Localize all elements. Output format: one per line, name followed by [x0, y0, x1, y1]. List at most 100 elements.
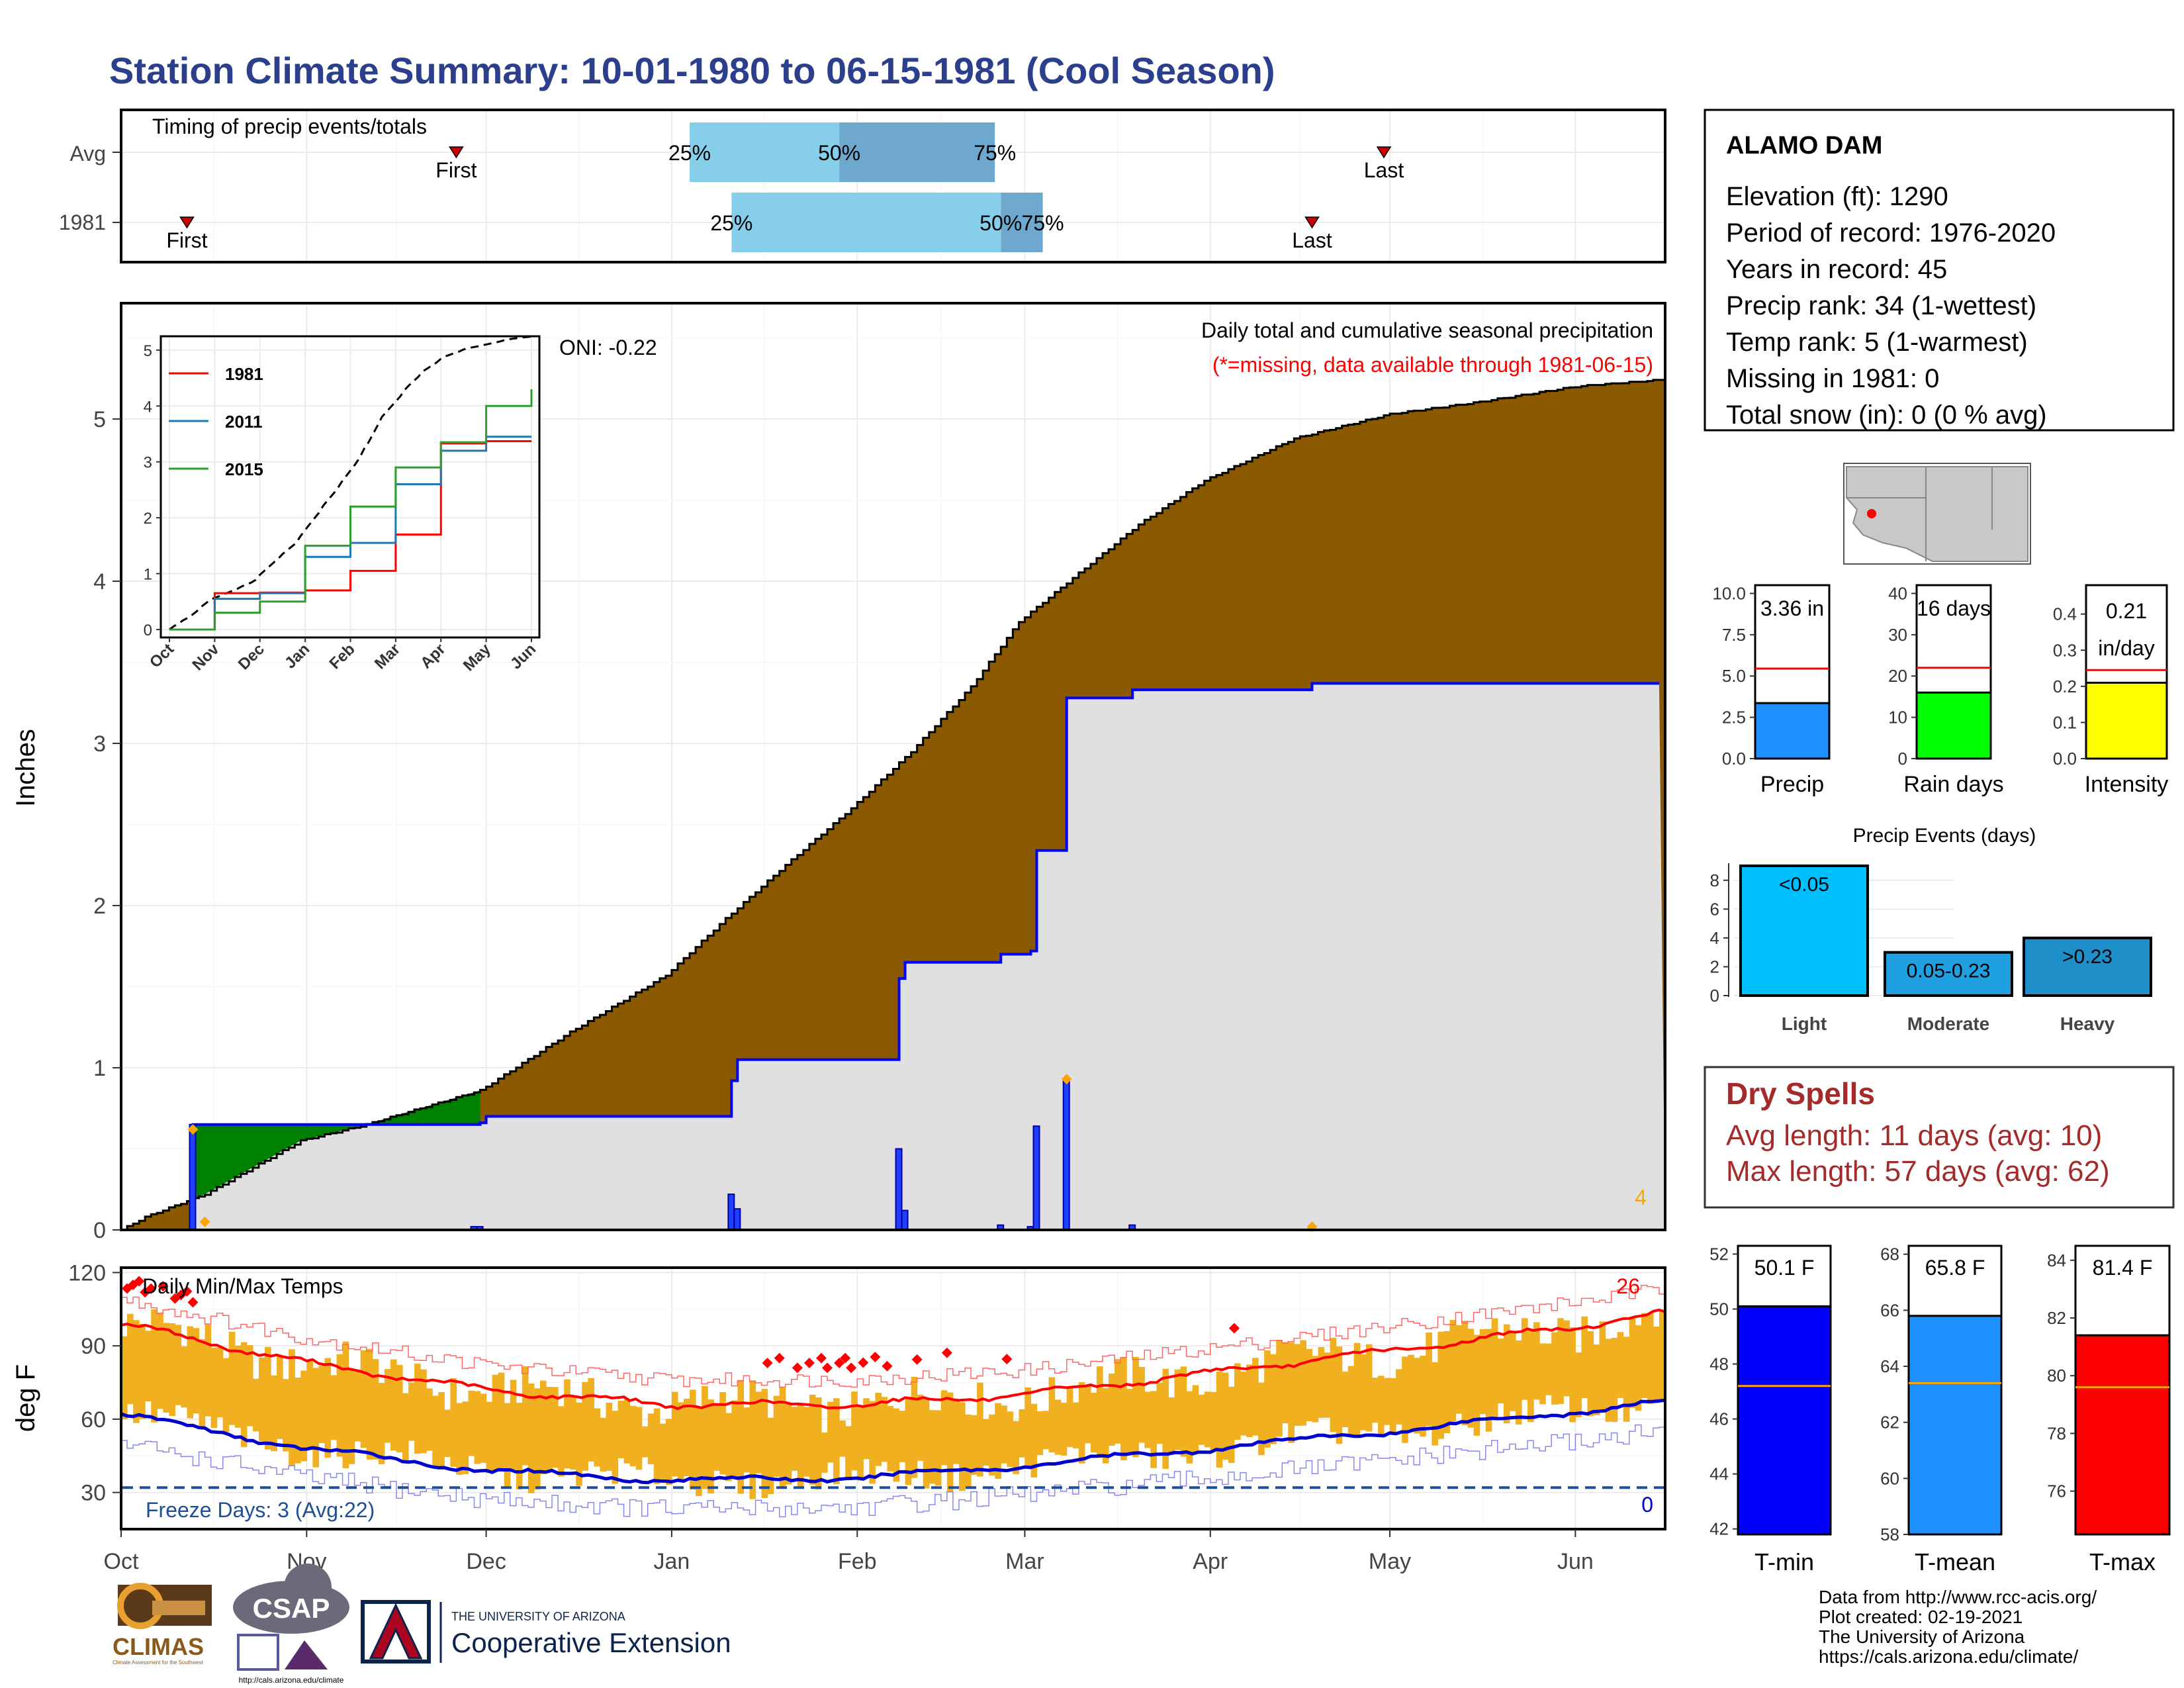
- temp-daily-bar: [1282, 1342, 1289, 1424]
- temp-y-tick-label: 90: [81, 1334, 106, 1359]
- temp-daily-bar: [1371, 1378, 1379, 1423]
- temp-daily-bar: [265, 1346, 271, 1450]
- temp-gauge-value: 65.8 F: [1925, 1256, 1985, 1280]
- temp-daily-bar: [1491, 1318, 1498, 1418]
- temp-daily-bar: [438, 1391, 445, 1470]
- temp-daily-bar: [1109, 1374, 1115, 1446]
- temp-daily-bar: [426, 1388, 433, 1451]
- temp-daily-bar: [228, 1331, 236, 1425]
- temp-daily-bar: [552, 1387, 559, 1468]
- record-high-marker: [840, 1352, 851, 1364]
- temp-daily-bar: [1509, 1332, 1516, 1411]
- gauge-tick-label: 40: [1888, 583, 1907, 603]
- gauge-value-2: 0.21: [2106, 599, 2147, 623]
- inset-series: [169, 336, 533, 631]
- temp-daily-bar: [1192, 1385, 1199, 1454]
- events-y-tick-label: 2: [1710, 957, 1719, 976]
- timing-bar-q25-q50: [690, 122, 840, 182]
- climas-logo-text: CLIMAS: [113, 1633, 204, 1660]
- timing-bar-q25-q50: [731, 193, 1001, 252]
- temp-daily-bar: [582, 1382, 588, 1471]
- temp-daily-bar: [1084, 1385, 1091, 1444]
- record-high-marker: [803, 1357, 815, 1368]
- temp-daily-bar: [958, 1402, 966, 1491]
- temp-daily-bar: [1383, 1378, 1390, 1425]
- temp-daily-bar: [1402, 1356, 1408, 1443]
- temp-daily-bar: [527, 1383, 535, 1493]
- temp-daily-bar: [1347, 1366, 1355, 1436]
- temp-daily-bar: [1342, 1372, 1349, 1428]
- freeze-days-label: Freeze Days: 3 (Avg:22): [146, 1498, 375, 1522]
- gauge-tick-label: 30: [1888, 625, 1907, 645]
- temp-daily-bar: [606, 1403, 613, 1471]
- temp-gauge-tick-label: 50: [1709, 1299, 1729, 1319]
- temp-daily-bar: [1593, 1344, 1600, 1416]
- temp-daily-bar: [306, 1361, 313, 1450]
- temp-daily-bar: [1210, 1391, 1217, 1451]
- gauge-tick-label: 7.5: [1722, 625, 1746, 645]
- timing-marker-first: [449, 146, 464, 159]
- temp-daily-bar: [839, 1420, 846, 1457]
- timing-label-last: Last: [1292, 228, 1332, 252]
- temp-daily-bar: [444, 1409, 451, 1458]
- temp-daily-bar: [498, 1372, 505, 1470]
- csap-logo-url: http://cals.arizona.edu/climate: [239, 1675, 344, 1685]
- temp-daily-bar: [1629, 1317, 1636, 1408]
- dry-spells-frame: [1704, 1066, 2175, 1209]
- precip-missing-count: 4: [1635, 1186, 1647, 1209]
- temp-daily-bar: [216, 1347, 224, 1418]
- temp-daily-bar: [971, 1415, 978, 1476]
- temp-daily-bar: [402, 1393, 409, 1463]
- temp-daily-bar: [1246, 1364, 1253, 1437]
- temp-daily-bar: [450, 1378, 457, 1467]
- temp-daily-bar: [1019, 1409, 1026, 1458]
- month-tick-label: Jan: [654, 1549, 690, 1574]
- temp-daily-bar: [827, 1401, 834, 1463]
- record-low-count: 0: [1641, 1493, 1653, 1517]
- temp-daily-bar: [1204, 1391, 1211, 1448]
- temp-daily-bar: [797, 1405, 804, 1487]
- temp-daily-bar: [1115, 1359, 1121, 1444]
- temp-daily-bar: [1312, 1356, 1319, 1423]
- temp-daily-bar: [210, 1347, 218, 1429]
- precip-y-tick-label: 1: [93, 1056, 106, 1081]
- temp-daily-bar: [522, 1366, 529, 1466]
- precip-y-label: Inches: [11, 729, 40, 807]
- temperature-gauges: 42 44 46 48 50 52 50.1 F T-min 58 60 62 64 66 68 65.8 …: [1709, 1244, 2171, 1575]
- precip-events-axis: 0 2 4 6 8: [1710, 863, 1729, 1006]
- precip-y-tick-label: 5: [93, 407, 106, 432]
- temp-daily-bar: [1599, 1321, 1606, 1412]
- footer-credits: Data from http://www.rcc-acis.org/ Plot …: [1819, 1587, 2097, 1667]
- timing-label-50: 50%: [818, 141, 860, 165]
- temp-daily-bar: [271, 1375, 277, 1452]
- record-high-count: 26: [1616, 1274, 1640, 1298]
- footer-url: https://cals.arizona.edu/climate/: [1819, 1646, 2078, 1667]
- temp-daily-bar: [1324, 1352, 1331, 1418]
- temp-daily-bar: [1216, 1371, 1223, 1468]
- csap-logo-mountain: [285, 1640, 328, 1669]
- inset-y-tick-label: 1: [144, 566, 152, 584]
- gauge-bar-2: [2085, 681, 2168, 760]
- temp-daily-bar: [767, 1417, 774, 1495]
- temp-daily-bar: [702, 1385, 708, 1489]
- station-location-dot: [1867, 509, 1876, 518]
- temp-frame: [120, 1266, 1666, 1530]
- gauge-tick-label: 10.0: [1712, 583, 1746, 603]
- temp-daily-bar: [1455, 1325, 1463, 1414]
- temp-daily-bar: [1228, 1386, 1235, 1464]
- temp-daily-bar: [1497, 1338, 1504, 1404]
- temp-daily-bar: [414, 1364, 421, 1454]
- events-y-tick-label: 6: [1710, 899, 1719, 919]
- temp-gauge-tick-label: 76: [2047, 1481, 2066, 1501]
- csap-logo-text: CSAP: [253, 1593, 330, 1624]
- temp-daily-bar: [863, 1398, 870, 1460]
- temp-daily-bar: [1001, 1405, 1007, 1464]
- temp-y-tick-label: 60: [81, 1407, 106, 1432]
- temp-daily-bar: [761, 1389, 768, 1498]
- surplus-area: [193, 1090, 480, 1199]
- page-title: Station Climate Summary: 10-01-1980 to 0…: [109, 50, 1275, 91]
- footer-university: The University of Arizona: [1819, 1626, 2025, 1647]
- temp-daily-bar: [1485, 1329, 1492, 1432]
